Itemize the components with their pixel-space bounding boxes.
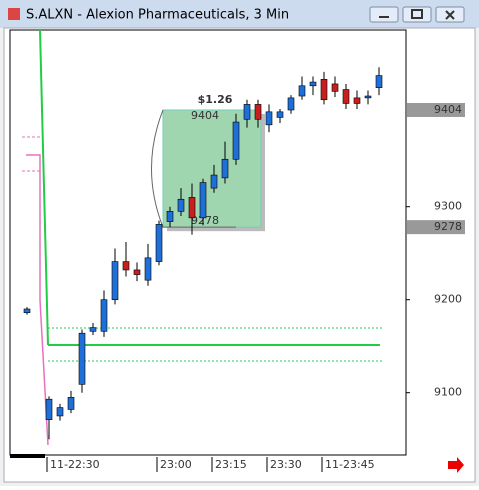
title-bar <box>0 0 479 28</box>
candle-body <box>199 182 207 219</box>
indicator-band <box>22 136 42 172</box>
candle-body <box>100 299 108 332</box>
restore-icon <box>411 9 423 19</box>
candle-body <box>188 197 196 219</box>
candle-body <box>331 83 339 92</box>
close-icon <box>445 10 455 20</box>
measure-box <box>162 109 262 228</box>
candle-body <box>276 111 284 118</box>
measure-label: $1.26 <box>198 93 233 106</box>
candle-body <box>298 85 306 97</box>
x-tick-label: 11-22:30 <box>50 458 100 471</box>
y-tick-label: 9300 <box>434 200 462 213</box>
candle-body <box>232 121 240 160</box>
price-marker-label: 9404 <box>434 103 462 116</box>
candle-body <box>23 308 31 314</box>
candle-body <box>122 261 130 271</box>
price-marker <box>407 102 465 117</box>
candle-body <box>309 81 317 87</box>
candle-body <box>287 97 295 111</box>
scroll-arrow[interactable] <box>448 457 464 473</box>
restore-button[interactable] <box>402 6 432 23</box>
candle-body <box>155 224 163 262</box>
plot-area <box>9 29 407 456</box>
candle-body <box>265 111 273 126</box>
minimize-button[interactable] <box>369 6 399 23</box>
candle-body <box>353 97 361 104</box>
candle-body <box>133 269 141 275</box>
x-tick-label: 11-23:45 <box>325 458 375 471</box>
y-tick-label: 9100 <box>434 386 462 399</box>
candle-body <box>342 89 350 104</box>
window-title: S.ALXN - Alexion Pharmaceuticals, 3 Min <box>26 8 289 23</box>
x-tick-label: 23:00 <box>160 458 192 471</box>
candle-body <box>254 104 262 120</box>
app-icon <box>8 8 20 20</box>
candle-body <box>320 78 328 101</box>
measure-top: 9404 <box>191 109 219 122</box>
candle-body <box>221 158 229 179</box>
candle-body <box>375 75 383 88</box>
x-tick-label: 23:15 <box>215 458 247 471</box>
candle-body <box>243 104 251 120</box>
candle-body <box>56 407 64 417</box>
candle-body <box>78 332 86 385</box>
price-marker <box>407 220 465 235</box>
candle-body <box>166 211 174 222</box>
candle-body <box>111 261 119 300</box>
candle-body <box>364 95 372 99</box>
x-tick-label: 23:30 <box>270 458 302 471</box>
price-marker-label: 9278 <box>434 220 462 233</box>
measure-arc <box>151 109 236 228</box>
scroll-marker <box>10 454 45 458</box>
candle-body <box>144 257 152 281</box>
indicator-line <box>26 154 49 446</box>
candle-body <box>67 397 75 410</box>
candle-body <box>89 327 97 332</box>
indicator-line <box>39 29 49 346</box>
candle-body <box>177 198 185 212</box>
candle-body <box>45 398 53 420</box>
candle-body <box>210 174 218 189</box>
measure-bottom: 9278 <box>191 214 219 227</box>
y-tick-label: 9200 <box>434 293 462 306</box>
